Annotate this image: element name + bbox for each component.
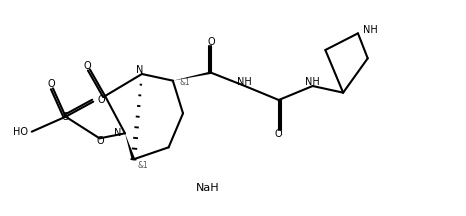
Text: &1: &1 xyxy=(137,161,148,170)
Text: NH: NH xyxy=(238,77,252,87)
Text: O: O xyxy=(84,61,92,71)
Text: NH: NH xyxy=(305,77,320,87)
Text: O: O xyxy=(97,136,104,146)
Text: &1: &1 xyxy=(180,78,191,87)
Text: N: N xyxy=(114,128,121,138)
Text: O: O xyxy=(47,79,55,89)
Text: HO: HO xyxy=(13,127,28,137)
Text: S: S xyxy=(62,112,69,122)
Text: NH: NH xyxy=(363,25,378,35)
Text: N: N xyxy=(136,65,144,75)
Text: NaH: NaH xyxy=(196,183,219,193)
Text: O: O xyxy=(97,95,105,105)
Polygon shape xyxy=(125,133,135,160)
Polygon shape xyxy=(173,71,211,81)
Text: O: O xyxy=(275,129,282,139)
Text: O: O xyxy=(207,37,215,47)
